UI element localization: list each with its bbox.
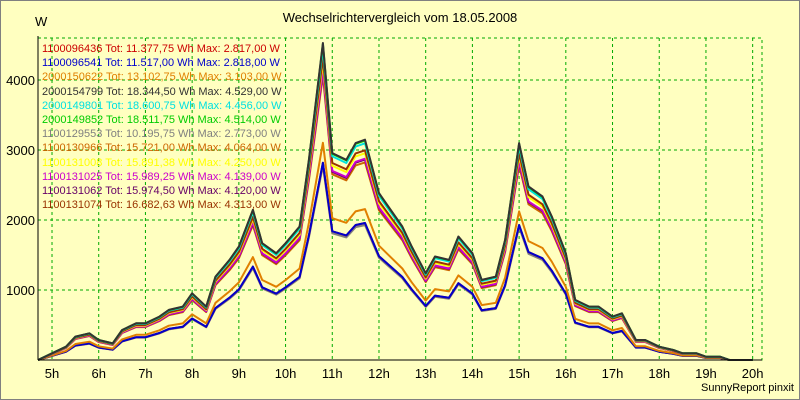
x-tick-label: 15h <box>508 366 530 381</box>
legend-item-1100131025: 1100131025 Tot: 15.989,25 Wh Max: 4.139,… <box>42 170 281 183</box>
x-tick-label: 19h <box>695 366 717 381</box>
legend-item-1100096436: 1100096436 Tot: 11.377,75 Wh Max: 2.817,… <box>42 43 280 55</box>
x-tick-label: 9h <box>232 366 246 381</box>
series-line-2000154799 <box>37 42 753 361</box>
y-tick-label: 3000 <box>6 143 35 158</box>
y-tick-labels: 1000 2000 3000 4000 <box>6 73 35 298</box>
legend-item-2000149852: 2000149852 Tot: 18.511,75 Wh Max: 4.514,… <box>42 114 281 127</box>
chart-legend: 1100096436 Tot: 11.377,75 Wh Max: 2.817,… <box>42 42 282 212</box>
x-tick-label: 13h <box>415 366 437 381</box>
chart-title: Wechselrichtervergleich vom 18.05.2008 <box>282 10 518 25</box>
y-tick-label: 4000 <box>6 73 35 88</box>
y-tick-label: 2000 <box>6 213 35 228</box>
x-tick-label: 16h <box>555 366 577 381</box>
chart-grid <box>37 37 763 361</box>
legend-item-1100131074: 1100131074 Tot: 16.682,63 Wh Max: 4.313,… <box>42 199 281 212</box>
y-tick-label: 1000 <box>6 283 35 298</box>
legend-item-2000154799: 2000154799 Tot: 18.344,50 Wh Max: 4.529,… <box>42 85 282 98</box>
x-tick-label: 5h <box>45 366 59 381</box>
series-lines <box>37 42 753 361</box>
legend-item-1100130966: 1100130966 Tot: 15.721,00 Wh Max: 4.064,… <box>42 142 281 155</box>
series-line-2000150622 <box>37 141 753 361</box>
plot-area-border <box>37 37 763 361</box>
x-tick-label: 18h <box>648 366 670 381</box>
x-tick-labels: 5h 6h 7h 8h 9h 10h 11h 12h 13h 14h 15h 16h 17h 18h 19h… <box>45 366 764 381</box>
y-axis-unit: W <box>35 14 48 29</box>
x-tick-label: 6h <box>91 366 105 381</box>
legend-item-1100131008: 1100131008 Tot: 15.891,38 Wh Max: 4.250,… <box>42 156 281 169</box>
x-tick-label: 20h <box>742 366 764 381</box>
legend-item-2000149801: 2000149801 Tot: 18.600,75 Wh Max: 4.456,… <box>42 99 282 112</box>
x-tick-label: 12h <box>368 366 390 381</box>
chart-footer: SunnyReport pinxit <box>701 382 794 394</box>
legend-item-1100096541: 1100096541 Tot: 11.517,00 Wh Max: 2.818,… <box>42 57 280 70</box>
x-tick-label: 10h <box>275 366 297 381</box>
x-tick-label: 14h <box>462 366 484 381</box>
legend-item-1100131062: 1100131062 Tot: 15.974,50 Wh Max: 4.120,… <box>42 185 281 198</box>
chart-axes <box>37 36 762 361</box>
x-tick-label: 7h <box>138 366 152 381</box>
x-tick-label: 17h <box>602 366 624 381</box>
x-tick-label: 11h <box>322 366 343 381</box>
x-tick-label: 8h <box>185 366 199 381</box>
legend-item-2000150622: 2000150622 Tot: 13.102,75 Wh Max: 3.103,… <box>42 71 282 84</box>
legend-item-1100129553: 1100129553 Tot: 10.195,75 Wh Max: 2.773,… <box>42 128 281 141</box>
